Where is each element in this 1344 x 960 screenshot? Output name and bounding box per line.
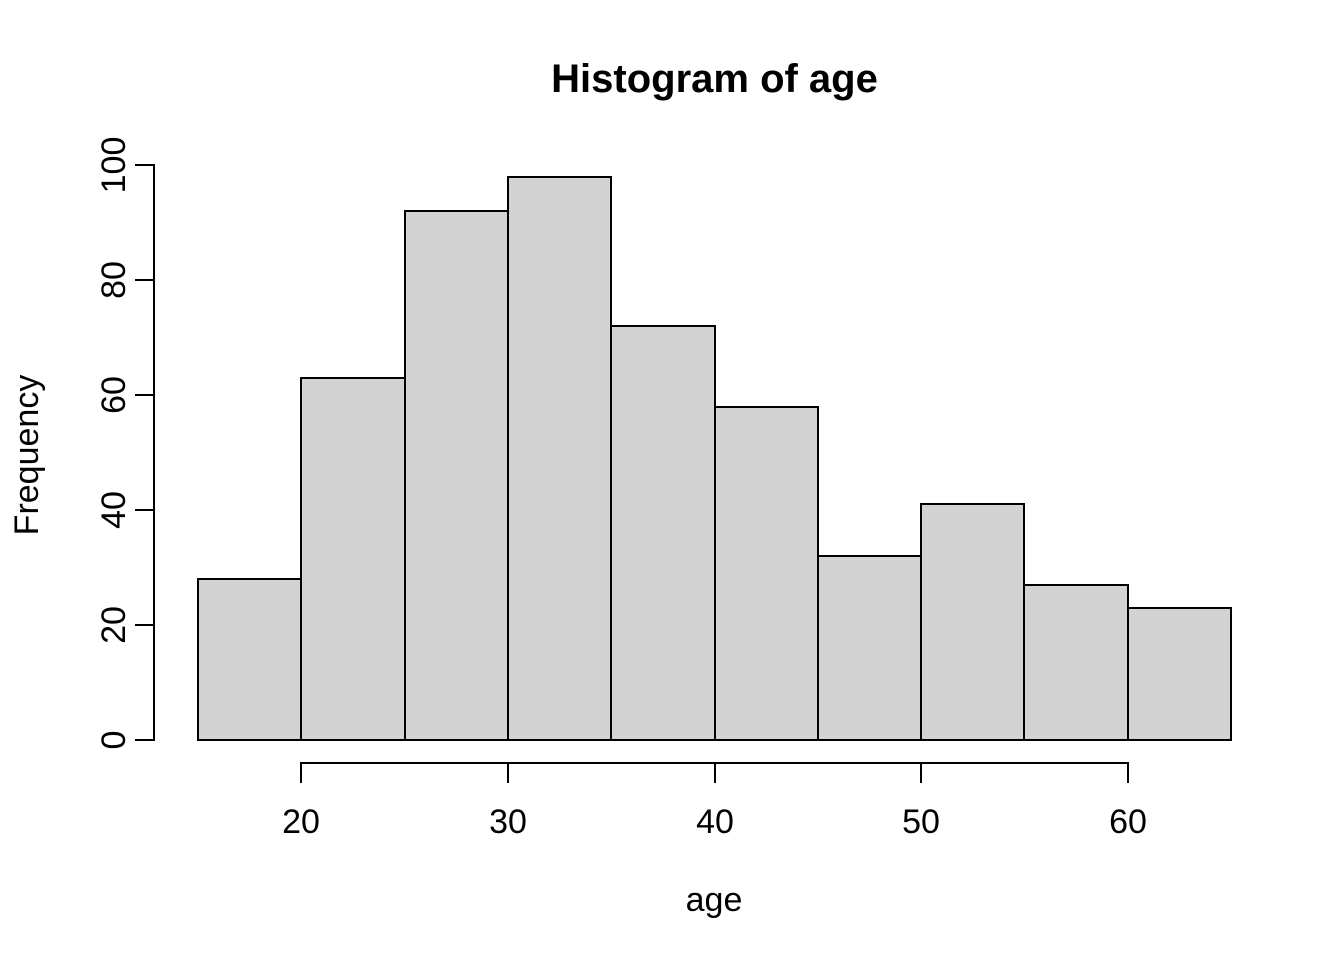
x-tick-50 — [920, 762, 922, 783]
y-tick-label-60: 60 — [95, 376, 133, 414]
x-tick-label-50: 50 — [902, 803, 940, 841]
y-tick-label-40: 40 — [95, 491, 133, 529]
y-tick-40 — [135, 509, 154, 511]
chart-title: Histogram of age — [551, 57, 878, 101]
y-tick-20 — [135, 624, 154, 626]
x-tick-60 — [1127, 762, 1129, 783]
y-tick-60 — [135, 394, 154, 396]
histogram-bar-15-20 — [197, 578, 302, 741]
x-tick-label-30: 30 — [489, 803, 527, 841]
histogram-bar-40-45 — [714, 406, 819, 741]
histogram-bar-35-40 — [610, 325, 716, 741]
x-tick-20 — [300, 762, 302, 783]
histogram-bar-55-60 — [1023, 584, 1129, 741]
y-axis-line — [153, 164, 155, 741]
x-tick-30 — [507, 762, 509, 783]
x-tick-40 — [714, 762, 716, 783]
y-axis-label: Frequency — [8, 374, 46, 536]
histogram-bar-25-30 — [404, 210, 509, 741]
y-tick-label-100: 100 — [95, 136, 133, 194]
x-tick-label-60: 60 — [1109, 803, 1147, 841]
x-tick-label-40: 40 — [696, 803, 734, 841]
histogram-bar-30-35 — [507, 176, 612, 741]
y-tick-label-0: 0 — [95, 730, 133, 750]
histogram-bar-50-55 — [920, 503, 1025, 741]
x-axis-label: age — [685, 881, 743, 919]
y-tick-80 — [135, 279, 154, 281]
histogram-bar-45-50 — [817, 555, 922, 741]
y-tick-label-80: 80 — [95, 261, 133, 299]
y-tick-label-20: 20 — [95, 606, 133, 644]
x-tick-label-20: 20 — [282, 803, 320, 841]
y-tick-0 — [135, 739, 154, 741]
histogram-bar-60-65 — [1127, 607, 1232, 741]
y-tick-100 — [135, 164, 154, 166]
histogram-bar-20-25 — [300, 377, 406, 741]
